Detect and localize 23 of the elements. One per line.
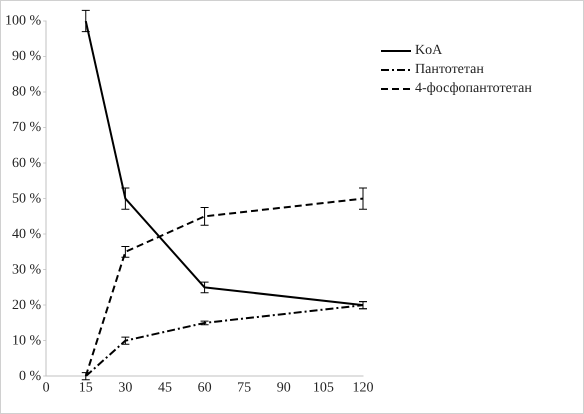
x-tick-label: 105 bbox=[312, 380, 334, 396]
legend-label: Пантотетан bbox=[415, 62, 484, 77]
legend-label: 4-фосфопантотетан bbox=[415, 81, 532, 96]
x-tick-label: 15 bbox=[78, 380, 93, 396]
y-tick-label: 90 % bbox=[12, 49, 42, 64]
y-tick-label: 20 % bbox=[12, 298, 42, 313]
x-tick-label: 0 bbox=[42, 380, 50, 396]
x-tick-label: 60 bbox=[198, 380, 212, 396]
x-tick-label: 75 bbox=[237, 380, 252, 396]
y-tick-label: 100 % bbox=[4, 14, 42, 29]
x-tick-label: 120 bbox=[352, 380, 374, 396]
y-tick-label: 80 % bbox=[12, 84, 42, 100]
y-tick-label: 10 % bbox=[12, 333, 42, 348]
y-tick-label: 30 % bbox=[12, 262, 42, 278]
x-tick-label: 90 bbox=[276, 380, 291, 396]
y-tick-label: 50 % bbox=[12, 191, 42, 206]
y-tick-label: 0 % bbox=[18, 368, 42, 384]
y-tick-label: 70 % bbox=[12, 120, 42, 136]
legend-label: KoA bbox=[415, 43, 442, 58]
x-tick-label: 45 bbox=[158, 380, 172, 396]
x-tick-label: 30 bbox=[118, 380, 132, 396]
y-tick-label: 60 % bbox=[12, 156, 42, 171]
y-tick-label: 40 % bbox=[12, 226, 42, 242]
